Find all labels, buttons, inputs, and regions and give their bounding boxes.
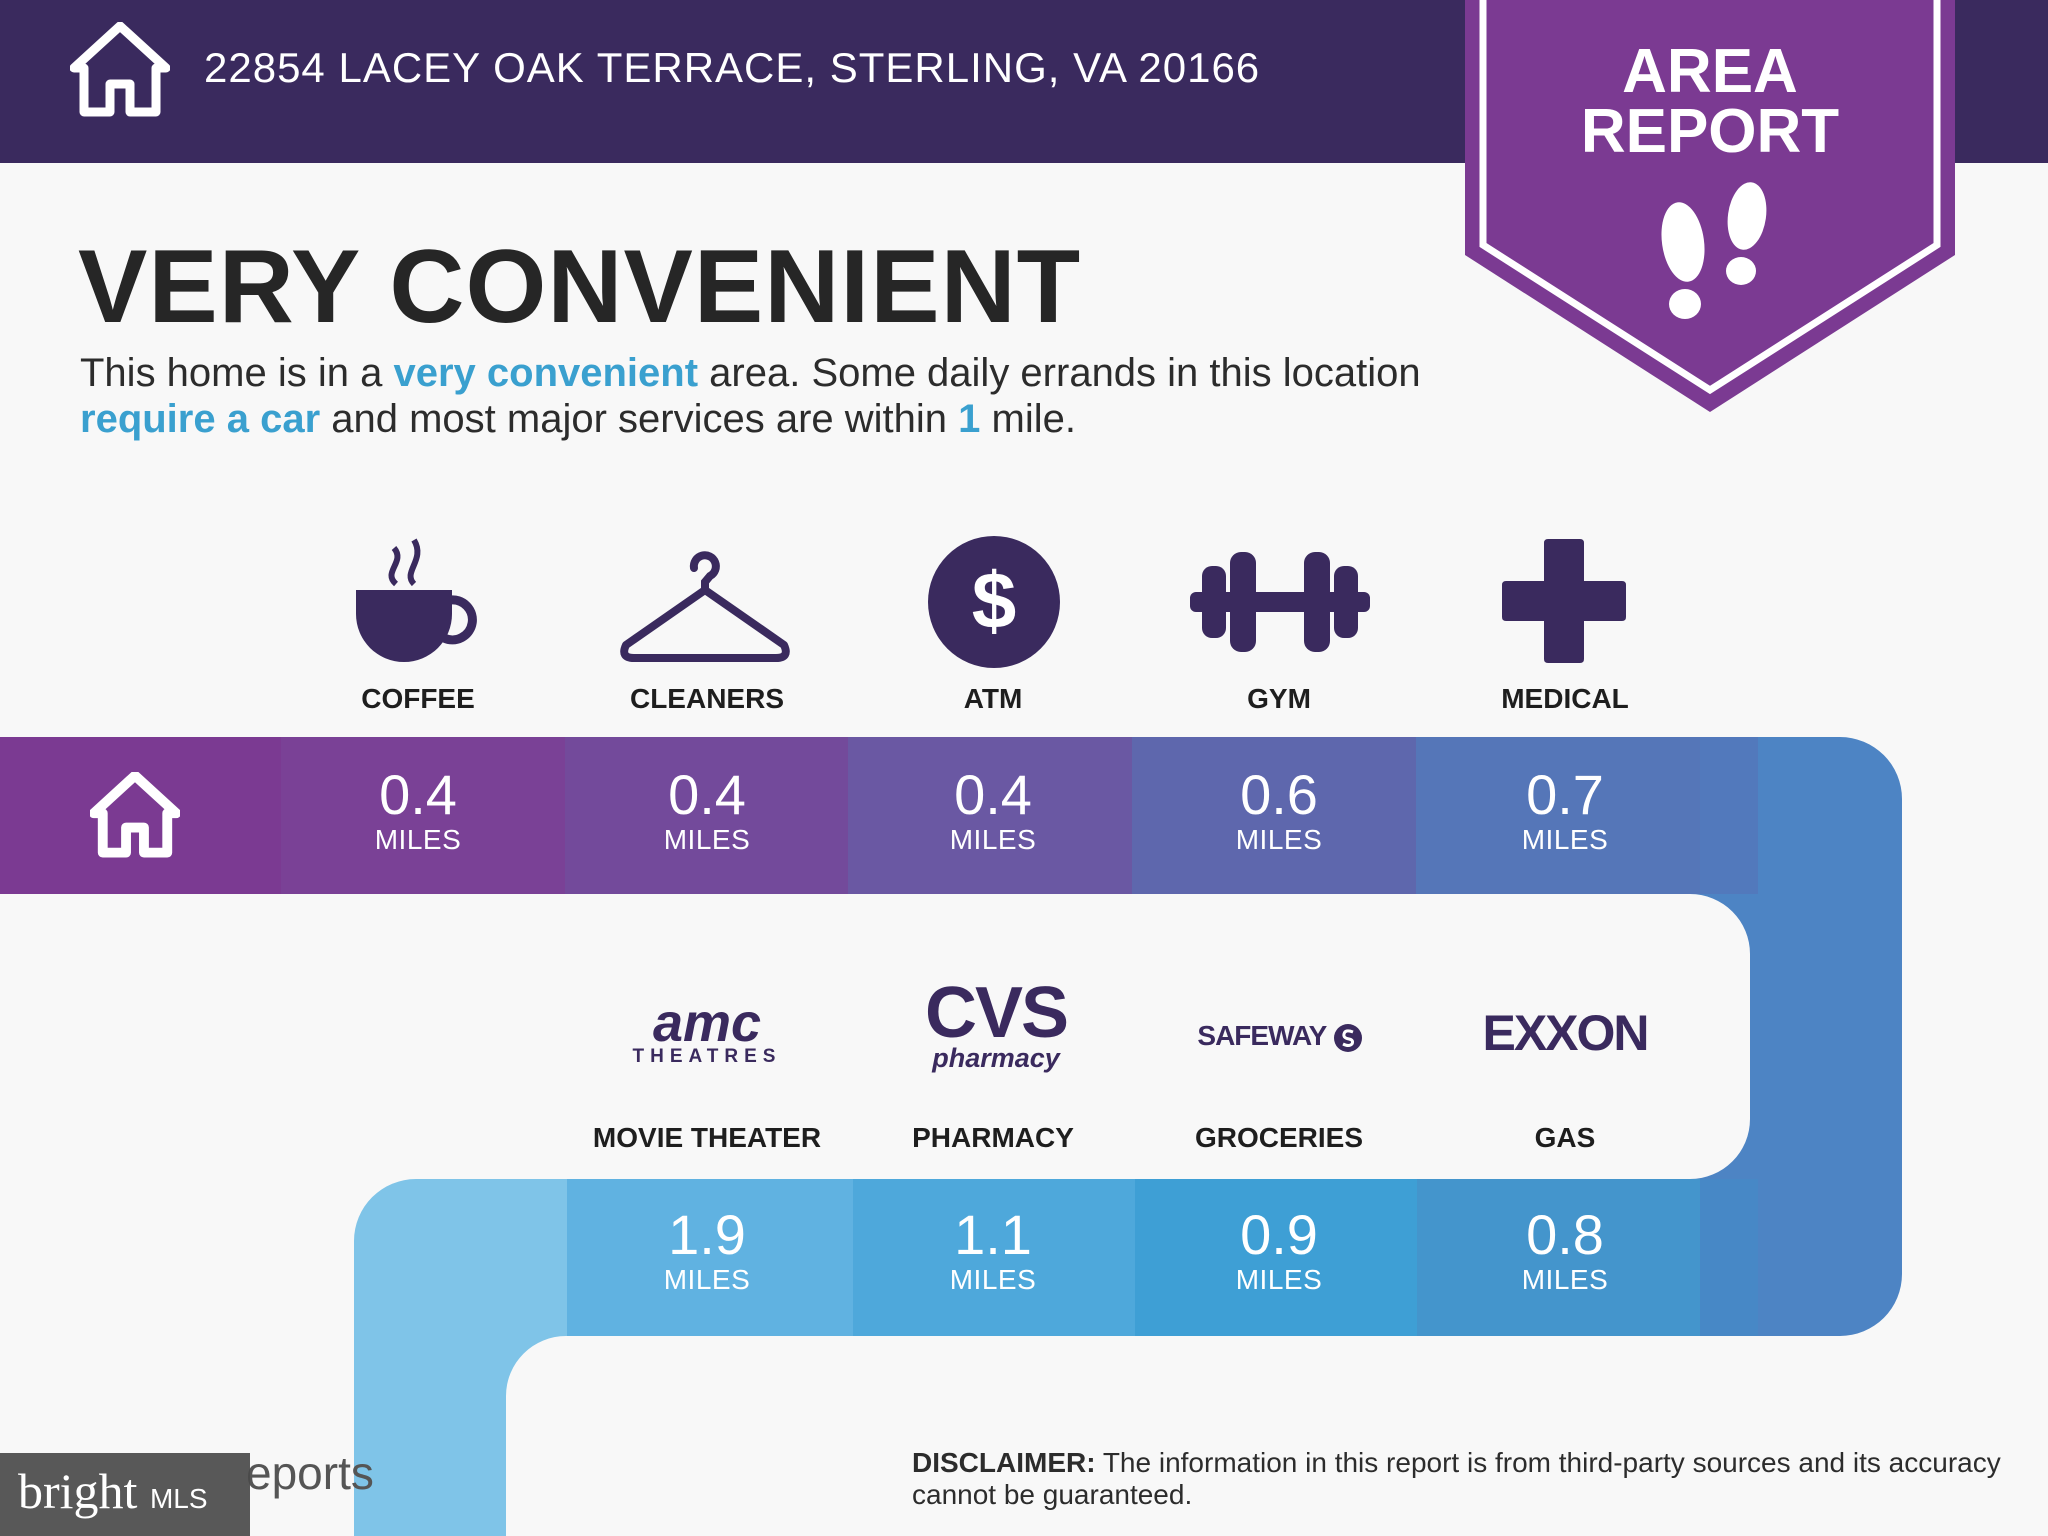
disclaimer-label: DISCLAIMER:: [912, 1447, 1096, 1478]
category-label-cleaners: CLEANERS: [629, 683, 784, 714]
distance-unit: MILES: [949, 1264, 1037, 1295]
property-address: 22854 LACEY OAK TERRACE, STERLING, VA 20…: [204, 44, 1261, 91]
distance-value: 0.8: [1526, 1203, 1604, 1266]
bright-mls-logo: bright MLS: [18, 1462, 208, 1520]
distance-value: 0.4: [668, 763, 746, 826]
summary-highlight-convenience: very convenient: [393, 351, 699, 395]
dollar-icon: $: [928, 536, 1060, 668]
category-label-movie-theater: MOVIE THEATER: [592, 1122, 822, 1153]
route-home-icon: [90, 772, 180, 858]
distance-unit: MILES: [1521, 1264, 1609, 1295]
distance-unit: MILES: [1521, 824, 1609, 855]
distance-unit: MILES: [663, 1264, 751, 1295]
footprints-icon: [1661, 182, 1767, 319]
amc-logo: amc THEATRES: [600, 993, 814, 1068]
coffee-icon: [356, 538, 477, 662]
hanger-icon: [620, 551, 790, 662]
summary-text: This home is in a very convenient area. …: [80, 350, 1460, 442]
distance-pharmacy: 1.1 MILES: [853, 1206, 1133, 1296]
distance-value: 0.4: [379, 763, 457, 826]
distance-value: 1.9: [668, 1203, 746, 1266]
reports-brand-text: eports: [246, 1447, 374, 1499]
badge-title-line2: REPORT: [1580, 97, 1840, 166]
distance-value: 0.4: [954, 763, 1032, 826]
distance-gas: 0.8 MILES: [1425, 1206, 1705, 1296]
distance-cleaners: 0.4 MILES: [567, 766, 847, 856]
distance-movie-theater: 1.9 MILES: [567, 1206, 847, 1296]
area-report-badge: [1465, 0, 1955, 412]
disclaimer-text: DISCLAIMER: The information in this repo…: [912, 1447, 2012, 1511]
distance-groceries: 0.9 MILES: [1139, 1206, 1419, 1296]
summary-highlight-distance: 1: [958, 397, 981, 441]
medical-cross-icon: [1502, 539, 1626, 663]
distance-value: 0.7: [1526, 763, 1604, 826]
disclaimer-body: The information in this report is from t…: [912, 1447, 2001, 1510]
category-label-gas: GAS: [1534, 1122, 1596, 1153]
distance-value: 0.9: [1240, 1203, 1318, 1266]
summary-part-1: This home is in a: [80, 351, 394, 395]
badge-title: AREA REPORT: [1530, 37, 1890, 166]
distance-medical: 0.7 MILES: [1425, 766, 1705, 856]
amc-logo-wordmark: amc: [652, 993, 762, 1053]
distance-atm: 0.4 MILES: [853, 766, 1133, 856]
distance-unit: MILES: [663, 824, 751, 855]
distance-coffee: 0.4 MILES: [278, 766, 558, 856]
cvs-logo-subtitle: pharmacy: [932, 1043, 1060, 1073]
distance-unit: MILES: [949, 824, 1037, 855]
home-icon: [70, 22, 170, 117]
distance-unit: MILES: [1235, 1264, 1323, 1295]
bright-mls-watermark: [0, 1453, 250, 1536]
category-label-gym: GYM: [1247, 683, 1311, 714]
distance-gym: 0.6 MILES: [1139, 766, 1419, 856]
summary-part-3: and most major services are within: [320, 397, 959, 441]
category-label-groceries: GROCERIES: [1194, 1122, 1364, 1153]
safeway-logo-wordmark: SAFEWAY: [1197, 1020, 1326, 1051]
summary-part-2: area. Some daily errands in this locatio…: [698, 351, 1421, 395]
summary-part-4: mile.: [980, 397, 1076, 441]
category-label-atm: ATM: [963, 683, 1023, 714]
exxon-logo: EXXON: [1482, 1005, 1649, 1061]
safeway-s-icon: [1333, 1023, 1362, 1052]
distance-value: 1.1: [954, 1203, 1032, 1266]
amc-logo-subtitle: THEATRES: [632, 1046, 782, 1067]
page-title: VERY CONVENIENT: [78, 229, 1082, 345]
bright-mls-wordmark: bright: [18, 1463, 138, 1519]
category-label-coffee: COFFEE: [361, 683, 475, 714]
distance-unit: MILES: [1235, 824, 1323, 855]
cvs-logo: CVS pharmacy: [896, 973, 1096, 1073]
svg-text:$: $: [972, 556, 1017, 645]
safeway-logo: SAFEWAY: [1190, 1020, 1370, 1053]
dumbbell-icon: [1190, 552, 1370, 652]
cvs-logo-wordmark: CVS: [924, 973, 1069, 1053]
summary-highlight-car: require a car: [80, 397, 321, 441]
category-label-medical: MEDICAL: [1501, 683, 1629, 714]
category-label-pharmacy: PHARMACY: [912, 1122, 1074, 1153]
distance-unit: MILES: [374, 824, 462, 855]
badge-title-line1: AREA: [1622, 37, 1798, 106]
distance-value: 0.6: [1240, 763, 1318, 826]
bright-mls-suffix: MLS: [149, 1483, 208, 1514]
